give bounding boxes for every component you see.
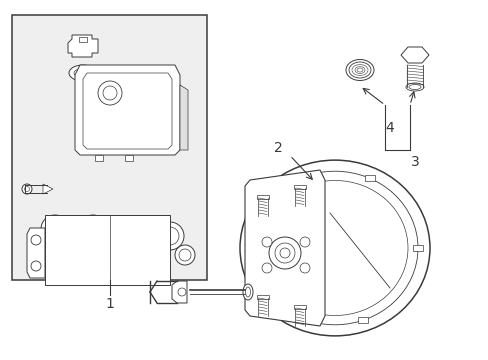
Bar [293, 305, 305, 309]
Ellipse shape [351, 64, 367, 76]
Circle shape [161, 227, 179, 245]
Circle shape [84, 220, 102, 238]
Ellipse shape [408, 85, 420, 90]
Polygon shape [68, 35, 98, 57]
Ellipse shape [346, 59, 373, 81]
Circle shape [280, 248, 289, 258]
Bar [12, 15, 206, 280]
Circle shape [179, 249, 191, 261]
Bar [294, 315, 305, 321]
Bar [125, 155, 133, 161]
Ellipse shape [348, 62, 370, 78]
Polygon shape [75, 65, 180, 155]
Circle shape [24, 186, 29, 192]
Bar [365, 175, 374, 181]
Ellipse shape [355, 67, 363, 73]
Circle shape [46, 220, 64, 238]
Ellipse shape [245, 287, 250, 297]
Text: 2: 2 [273, 140, 282, 154]
Polygon shape [83, 73, 172, 149]
Bar [412, 245, 422, 251]
Ellipse shape [69, 65, 97, 81]
Circle shape [299, 263, 309, 273]
Ellipse shape [349, 63, 369, 77]
Polygon shape [180, 85, 187, 150]
Circle shape [268, 237, 301, 269]
Polygon shape [172, 281, 186, 303]
Circle shape [299, 237, 309, 247]
Text: 3: 3 [410, 155, 419, 169]
Circle shape [175, 245, 195, 265]
Ellipse shape [262, 180, 407, 315]
Circle shape [31, 235, 41, 245]
Ellipse shape [243, 284, 252, 300]
Bar [293, 185, 305, 189]
Bar [45, 215, 170, 285]
Ellipse shape [354, 67, 364, 73]
Polygon shape [244, 170, 325, 326]
Ellipse shape [405, 83, 423, 91]
Text: 1: 1 [105, 297, 114, 311]
Polygon shape [400, 47, 428, 63]
Circle shape [274, 243, 294, 263]
Circle shape [124, 223, 142, 241]
Circle shape [22, 184, 32, 194]
Bar [95, 155, 103, 161]
Ellipse shape [251, 171, 417, 325]
Polygon shape [43, 184, 53, 194]
Circle shape [178, 288, 185, 296]
Ellipse shape [240, 160, 429, 336]
Circle shape [262, 263, 271, 273]
Circle shape [41, 215, 69, 243]
Circle shape [79, 215, 107, 243]
Circle shape [262, 237, 271, 247]
Circle shape [156, 222, 183, 250]
Ellipse shape [356, 68, 362, 72]
Bar [301, 173, 311, 179]
Circle shape [103, 86, 117, 100]
Circle shape [98, 81, 122, 105]
Circle shape [119, 218, 147, 246]
Ellipse shape [74, 68, 92, 77]
Bar [257, 295, 268, 299]
Bar [246, 245, 257, 251]
Ellipse shape [352, 65, 366, 75]
Bar [257, 195, 268, 199]
Bar [358, 317, 367, 323]
Text: 4: 4 [385, 121, 393, 135]
Bar [79, 37, 87, 42]
Circle shape [31, 261, 41, 271]
Polygon shape [27, 228, 45, 278]
